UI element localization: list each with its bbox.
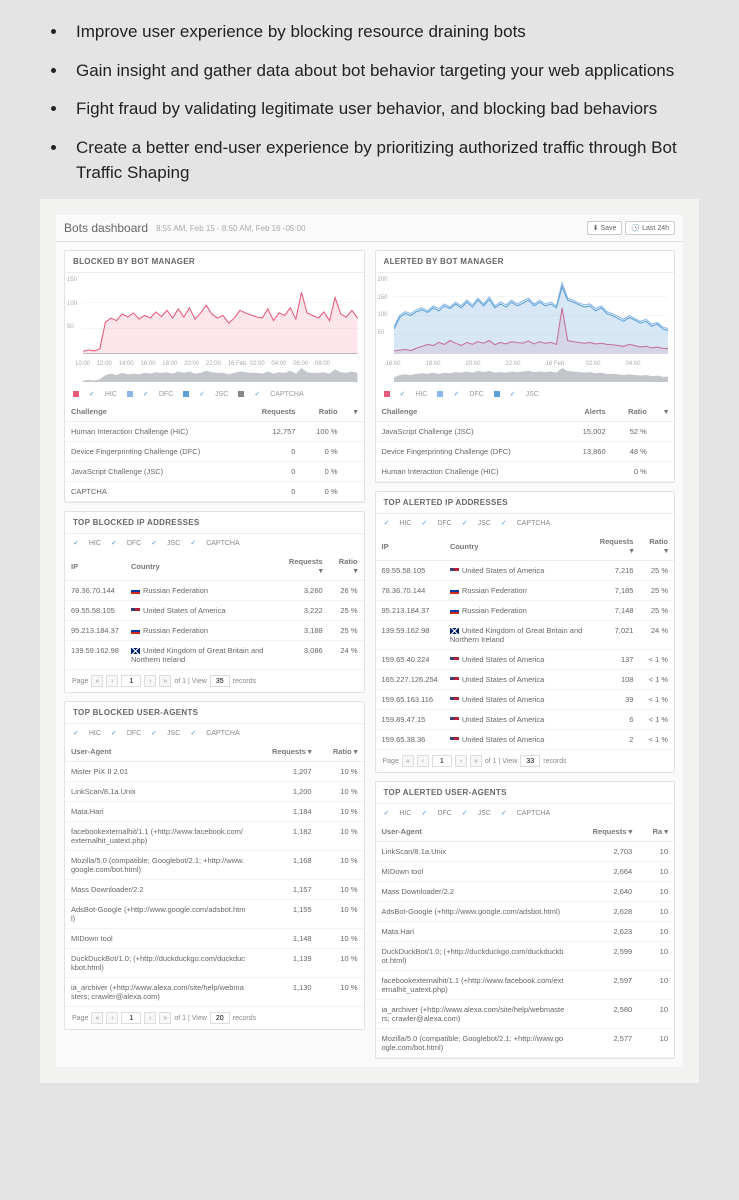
blocked-mini-chart — [65, 368, 364, 386]
top-blocked-ip-title: TOP BLOCKED IP ADDRESSES — [65, 512, 364, 534]
feature-bullets: Improve user experience by blocking reso… — [40, 20, 699, 185]
dashboard-screenshot: Bots dashboard 8:55 AM, Feb 15 - 8:50 AM… — [40, 199, 699, 1083]
alerted-panel-title: ALERTED BY BOT MANAGER — [376, 251, 675, 273]
top-blocked-ua-panel: TOP BLOCKED USER-AGENTS ✓HIC✓DFC✓JSC✓CAP… — [64, 701, 365, 1030]
pager[interactable]: Page «‹ ›» of 1 | View records — [65, 670, 364, 692]
blocked-legend: ✓HIC✓DFC✓JSC✓CAPTCHA — [65, 386, 364, 402]
top-alerted-ip-panel: TOP ALERTED IP ADDRESSES ✓HIC✓DFC✓JSC✓CA… — [375, 491, 676, 773]
blocked-challenge-table: ChallengeRequestsRatio▾Human Interaction… — [65, 402, 364, 502]
blocked-panel: BLOCKED BY BOT MANAGER 5010015010:0012:0… — [64, 250, 365, 503]
alerted-legend: ✓HIC✓DFC✓JSC — [376, 386, 675, 402]
alerted-panel: ALERTED BY BOT MANAGER 5010015020016:001… — [375, 250, 676, 483]
pager[interactable]: Page «‹ ›» of 1 | View records — [376, 750, 675, 772]
pager[interactable]: Page «‹ ›» of 1 | View records — [65, 1007, 364, 1029]
top-blocked-ua-table: User-AgentRequests ▾Ratio ▾Mister PiX II… — [65, 742, 364, 1007]
dashboard-title: Bots dashboard — [64, 221, 148, 235]
blocked-panel-title: BLOCKED BY BOT MANAGER — [65, 251, 364, 273]
alerted-mini-chart — [376, 368, 675, 386]
bullet-item: Gain insight and gather data about bot b… — [68, 59, 699, 84]
bullet-item: Create a better end-user experience by p… — [68, 136, 699, 185]
top-alerted-ip-title: TOP ALERTED IP ADDRESSES — [376, 492, 675, 514]
filter-row: ✓HIC✓DFC✓JSC✓CAPTCHA — [65, 724, 364, 742]
filter-row: ✓HIC✓DFC✓JSC✓CAPTCHA — [65, 534, 364, 552]
top-blocked-ua-title: TOP BLOCKED USER-AGENTS — [65, 702, 364, 724]
last24h-button[interactable]: 🕓 Last 24h — [625, 221, 675, 235]
top-blocked-ip-panel: TOP BLOCKED IP ADDRESSES ✓HIC✓DFC✓JSC✓CA… — [64, 511, 365, 693]
blocked-chart: 5010015010:0012:0014:0016:0018:0020:0022… — [65, 273, 364, 368]
top-alerted-ua-panel: TOP ALERTED USER-AGENTS ✓HIC✓DFC✓JSC✓CAP… — [375, 781, 676, 1059]
top-alerted-ua-table: User-AgentRequests ▾Ra ▾LinkScan/8.1a.Un… — [376, 822, 675, 1058]
top-alerted-ip-table: IPCountryRequests ▾Ratio ▾69.55.58.105Un… — [376, 532, 675, 750]
save-button[interactable]: ⬇ Save — [587, 221, 623, 235]
dashboard-header: Bots dashboard 8:55 AM, Feb 15 - 8:50 AM… — [56, 215, 683, 242]
alerted-chart: 5010015020016:0018:0020:0022:0016 Feb.02… — [376, 273, 675, 368]
top-blocked-ip-table: IPCountryRequests ▾Ratio ▾78.36.70.144Ru… — [65, 552, 364, 670]
top-alerted-ua-title: TOP ALERTED USER-AGENTS — [376, 782, 675, 804]
filter-row: ✓HIC✓DFC✓JSC✓CAPTCHA — [376, 514, 675, 532]
dashboard-time-range: 8:55 AM, Feb 15 - 8:50 AM, Feb 16 -05:00 — [156, 224, 305, 233]
bullet-item: Improve user experience by blocking reso… — [68, 20, 699, 45]
bullet-item: Fight fraud by validating legitimate use… — [68, 97, 699, 122]
filter-row: ✓HIC✓DFC✓JSC✓CAPTCHA — [376, 804, 675, 822]
alerted-challenge-table: ChallengeAlertsRatio▾JavaScript Challeng… — [376, 402, 675, 482]
